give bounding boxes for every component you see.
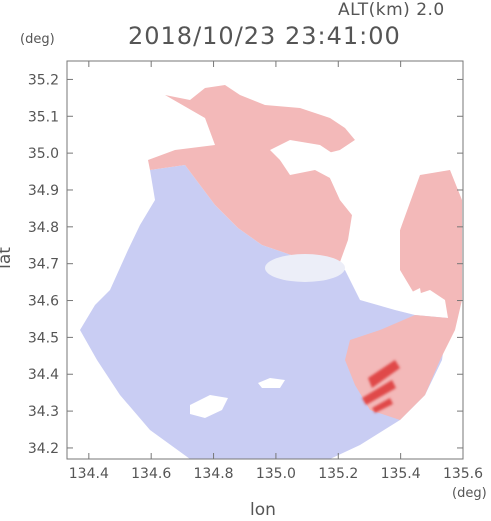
altitude-label: ALT(km) 2.0: [338, 0, 445, 20]
y-tick-label: 35.1: [28, 109, 59, 125]
y-tick-label: 34.8: [28, 220, 59, 236]
y-tick-label: 35.0: [28, 146, 59, 162]
y-tick-label: 34.5: [28, 330, 59, 346]
x-tick-label: 135.0: [256, 466, 296, 482]
x-axis-unit: (deg): [452, 486, 487, 501]
no-data-gap: [190, 395, 228, 418]
strong-echo-streak: [372, 398, 393, 413]
no-data-gap: [258, 378, 285, 388]
x-axis-ticks: 134.4 134.6 134.8 135.0 135.2 135.4 135.6: [69, 61, 483, 482]
y-axis-unit: (deg): [20, 32, 55, 47]
plot-frame: [66, 60, 464, 460]
no-data-gap: [330, 135, 410, 275]
receding-echo-east: [345, 170, 462, 420]
no-data-gaps: [190, 135, 422, 418]
x-tick-label: 134.8: [194, 466, 234, 482]
y-tick-label: 34.4: [28, 367, 59, 383]
strong-receding-streaks: [362, 360, 400, 413]
x-tick-label: 135.2: [318, 466, 358, 482]
x-tick-label: 134.6: [131, 466, 171, 482]
y-tick-label: 34.2: [28, 441, 59, 457]
strong-echo-streak: [368, 360, 400, 388]
y-axis-ticks: 35.2 35.1 35.0 34.9 34.8 34.7 34.6 34.5 34.4 34.3…: [28, 72, 463, 457]
x-tick-label: 135.4: [381, 466, 421, 482]
x-tick-label: 134.4: [69, 466, 109, 482]
radar-field: [80, 85, 462, 459]
strong-echo-streak: [362, 380, 396, 405]
y-tick-label: 34.6: [28, 294, 59, 310]
no-data-gap: [270, 140, 335, 165]
neutral-transition-patch: [265, 254, 345, 282]
receding-echo-region: [148, 85, 355, 262]
x-tick-label: 135.6: [443, 466, 483, 482]
timestamp-title: 2018/10/23 23:41:00: [128, 22, 401, 50]
y-tick-label: 34.3: [28, 404, 59, 420]
x-axis-label: lon: [250, 500, 276, 520]
y-tick-label: 34.7: [28, 257, 59, 273]
y-tick-label: 35.2: [28, 72, 59, 88]
no-data-gap: [410, 288, 422, 304]
y-tick-label: 34.9: [28, 183, 59, 199]
